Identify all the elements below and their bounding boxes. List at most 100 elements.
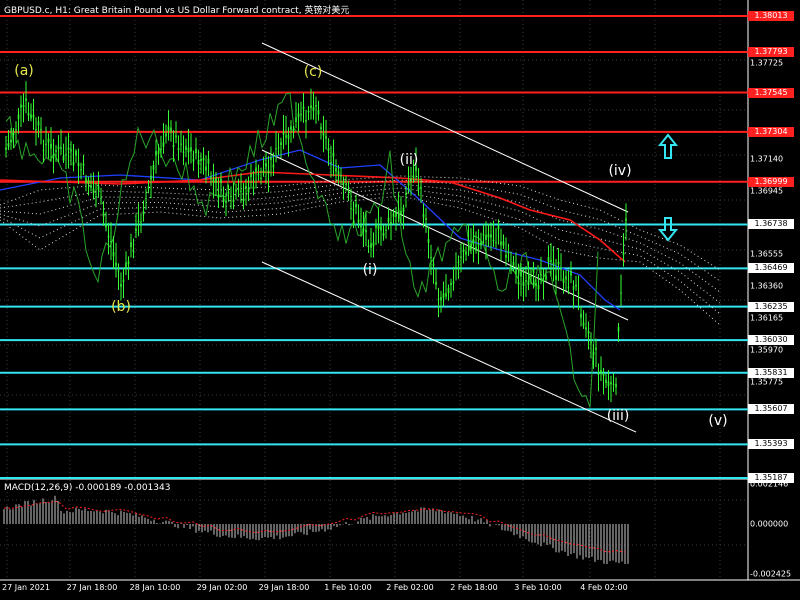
ichimoku-cloud (0, 175, 721, 326)
candle-body (392, 213, 395, 217)
candle-body (152, 165, 155, 170)
candle-body (432, 264, 435, 267)
channel-line (261, 149, 629, 321)
candle-body (62, 155, 65, 161)
candle-body (380, 226, 382, 231)
candle-body (312, 107, 315, 111)
candle-body (25, 98, 27, 102)
candle-body (445, 293, 447, 297)
candle-body (202, 157, 205, 161)
support-level-tag: 1.35831 (748, 367, 794, 378)
candle-body (500, 241, 502, 246)
candle-body (37, 121, 40, 126)
candle-body (110, 240, 112, 242)
candle-body (385, 229, 387, 231)
candle-body (335, 167, 337, 172)
candle-body (330, 162, 332, 164)
candle-body (382, 232, 385, 237)
wave-label: (iv) (608, 163, 632, 179)
candle-body (307, 110, 310, 113)
candle-body (290, 126, 292, 130)
candle-body (52, 156, 55, 159)
candle-body (92, 188, 95, 194)
candle-body (255, 167, 257, 172)
candle-body (332, 152, 335, 157)
time-axis-label: 2 Feb 18:00 (450, 583, 498, 592)
candle-body (495, 242, 497, 244)
candle-body (32, 114, 35, 118)
candle-body (407, 182, 410, 186)
support-level-tag: 1.35187 (748, 473, 794, 483)
candle-body (460, 256, 462, 258)
candle-body (77, 162, 80, 167)
candle-body (395, 211, 397, 217)
wave-label: (b) (111, 299, 131, 315)
candle-body (440, 297, 442, 301)
candle-body (620, 292, 622, 294)
candle-body (270, 157, 272, 160)
candle-body (232, 200, 235, 203)
candle-body (267, 170, 270, 174)
candle-body (297, 113, 300, 118)
candle-body (67, 147, 70, 151)
candle-body (182, 151, 185, 153)
candle-body (370, 243, 372, 248)
candle-body (467, 240, 470, 244)
candle-body (587, 331, 590, 334)
candle-body (35, 128, 37, 131)
cloud-dots (0, 195, 721, 326)
candle-body (230, 196, 232, 198)
candle-body (90, 185, 92, 188)
candle-body (597, 372, 600, 375)
candle-body (280, 142, 282, 145)
candle-body (350, 208, 352, 210)
candle-body (452, 281, 455, 284)
candle-body (315, 105, 317, 107)
candle-body (200, 158, 202, 161)
candle-body (457, 262, 460, 264)
candle-body (157, 151, 160, 155)
support-level-tag: 1.36469 (748, 263, 794, 274)
candle-body (195, 148, 197, 154)
candle-body (545, 275, 547, 280)
candle-body (425, 217, 427, 221)
candle-body (30, 114, 32, 119)
resistance-level-tag: 1.37793 (748, 46, 794, 57)
support-level-tag: 1.35393 (748, 439, 794, 450)
candle-body (105, 223, 107, 228)
candle-body (397, 210, 400, 212)
candle-body (472, 239, 475, 244)
candle-body (560, 267, 562, 269)
candle-body (582, 322, 585, 327)
candle-body (60, 147, 62, 149)
candle-body (100, 198, 102, 200)
candle-body (365, 230, 367, 233)
cloud-dots (0, 179, 721, 282)
wave-label: (v) (708, 413, 728, 429)
wave-label: (i) (362, 262, 378, 278)
arrow-down-outline-icon (657, 217, 679, 242)
candle-body (527, 280, 530, 285)
candle-body (17, 114, 20, 120)
price-axis-label: 1.36945 (750, 186, 784, 196)
candle-body (510, 266, 512, 269)
candle-body (537, 285, 540, 290)
candle-body (287, 134, 290, 139)
candle-body (562, 278, 565, 283)
candle-body (15, 129, 17, 131)
candle-body (412, 175, 415, 178)
candle-body (512, 261, 515, 266)
candle-body (212, 179, 215, 183)
price-axis-label: 1.37725 (750, 58, 784, 68)
candle-body (580, 313, 582, 318)
candle-body (27, 112, 30, 116)
candle-body (70, 149, 72, 152)
candle-body (75, 150, 77, 156)
candle-body (72, 162, 75, 166)
candle-body (135, 228, 137, 232)
candle-body (310, 105, 312, 109)
candle-body (485, 234, 487, 240)
candle-body (145, 198, 147, 200)
candle-body (292, 128, 295, 133)
